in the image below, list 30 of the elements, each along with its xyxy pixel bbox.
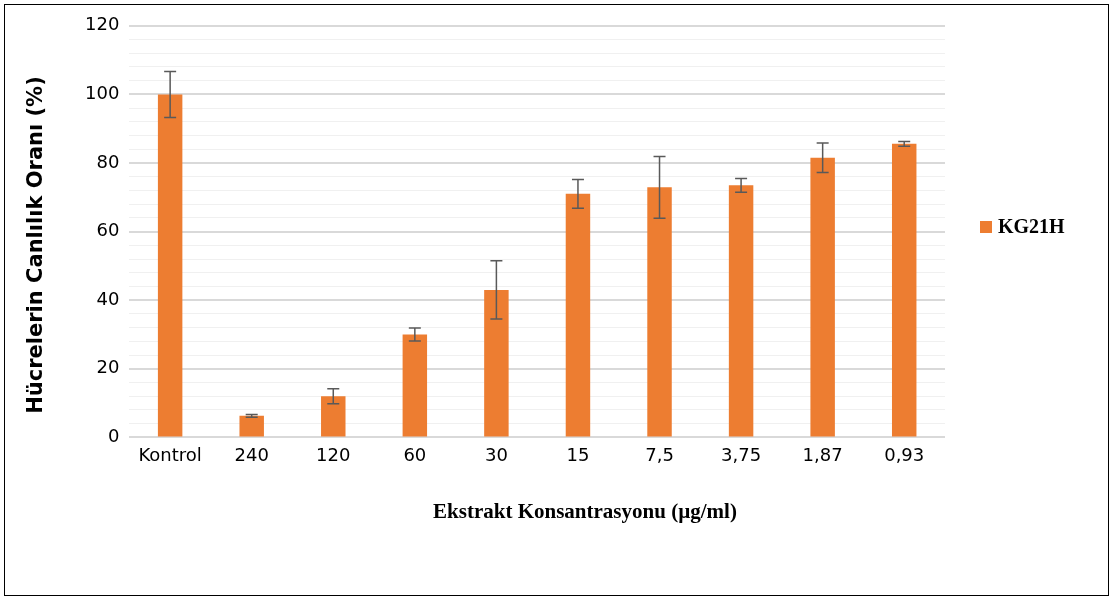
bar xyxy=(647,187,672,437)
x-tick-label: 240 xyxy=(234,443,269,465)
x-axis-title: Ekstrakt Konsantrasyonu (µg/ml) xyxy=(433,499,737,524)
x-tick-label: 0,93 xyxy=(884,443,925,465)
bar xyxy=(157,94,183,437)
bar xyxy=(810,157,835,437)
y-axis-title: Hücrelerin Canlılık Oranı (%) xyxy=(23,76,47,414)
legend-label: KG21H xyxy=(998,215,1065,238)
y-tick-label: 80 xyxy=(96,150,120,172)
bar xyxy=(239,415,264,437)
y-tick-label: 120 xyxy=(85,13,120,35)
x-tick-label: 15 xyxy=(566,443,590,465)
y-tick-label: 0 xyxy=(107,425,120,447)
bar xyxy=(402,334,428,437)
bar xyxy=(484,289,509,437)
y-tick-label: 100 xyxy=(85,82,120,104)
y-tick-label: 60 xyxy=(96,219,120,241)
bar xyxy=(321,396,346,437)
x-tick-label: 60 xyxy=(403,443,427,465)
x-tick-label: 7,5 xyxy=(645,443,674,465)
x-tick-label: 3,75 xyxy=(721,443,762,465)
bar xyxy=(891,143,917,437)
bar xyxy=(565,193,591,437)
x-tick-label: Kontrol xyxy=(138,443,202,465)
y-tick-label: 20 xyxy=(96,356,120,378)
x-tick-label: 30 xyxy=(484,443,508,465)
x-tick-label: 120 xyxy=(316,443,351,465)
x-tick-label: 1,87 xyxy=(802,443,843,465)
y-tick-label: 40 xyxy=(96,287,120,309)
bar xyxy=(728,185,754,437)
